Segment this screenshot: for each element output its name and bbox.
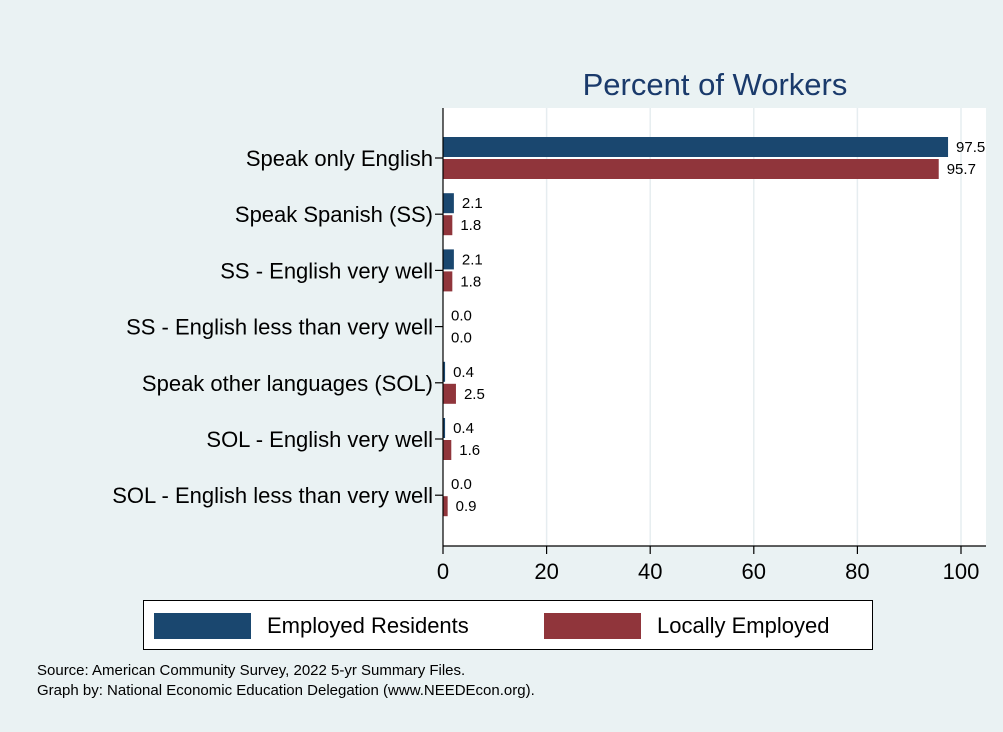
value-label: 0.0 [451, 476, 472, 493]
value-label: 1.6 [459, 442, 480, 459]
category-label: SS - English very well [220, 258, 433, 283]
value-label: 2.5 [464, 386, 485, 403]
bar-locally-employed [443, 159, 939, 179]
category-label: SOL - English less than very well [112, 483, 433, 508]
value-label: 1.8 [460, 273, 481, 290]
chart-title: Percent of Workers [583, 67, 848, 102]
value-label: 2.1 [462, 251, 483, 268]
plot-area [443, 108, 986, 546]
value-label: 0.0 [451, 308, 472, 325]
bar-locally-employed [443, 496, 448, 517]
bar-employed-residents [443, 249, 454, 270]
bar-locally-employed [443, 215, 453, 236]
x-tick-label: 0 [437, 559, 449, 584]
category-label: Speak other languages (SOL) [142, 371, 433, 396]
value-label: 0.4 [453, 364, 474, 381]
source-note: Source: American Community Survey, 2022 … [37, 662, 466, 679]
x-tick-label: 80 [845, 559, 869, 584]
credit-note: Graph by: National Economic Education De… [37, 682, 535, 699]
bar-employed-residents [443, 137, 949, 157]
category-label: SS - English less than very well [126, 315, 433, 340]
legend-label-locally-employed: Locally Employed [657, 613, 830, 638]
legend-label-employed-residents: Employed Residents [267, 613, 469, 638]
value-label: 0.0 [451, 330, 472, 347]
bar-employed-residents [443, 418, 446, 438]
x-tick-label: 60 [742, 559, 766, 584]
category-label: Speak only English [246, 146, 433, 171]
value-label: 2.1 [462, 195, 483, 212]
legend-item-locally-employed: Locally Employed [544, 613, 829, 639]
value-label: 1.8 [460, 217, 481, 234]
legend-swatch-locally-employed [544, 613, 641, 639]
bar-locally-employed [443, 440, 452, 460]
legend-item-employed-residents: Employed Residents [154, 613, 469, 639]
legend: Employed Residents Locally Employed [143, 600, 873, 650]
value-label: 0.4 [453, 420, 474, 437]
category-label: Speak Spanish (SS) [235, 202, 433, 227]
bar-chart: Percent of Workers Speak only English Spe… [112, 67, 986, 584]
value-label: 97.5 [956, 139, 985, 156]
bar-locally-employed [443, 383, 456, 404]
bar-locally-employed [443, 271, 453, 292]
x-tick-label: 20 [534, 559, 558, 584]
x-tick-label: 100 [943, 559, 980, 584]
bar-employed-residents [443, 361, 446, 382]
value-label: 95.7 [947, 161, 976, 178]
x-tick-label: 40 [638, 559, 662, 584]
category-label: SOL - English very well [206, 427, 433, 452]
value-label: 0.9 [456, 498, 477, 515]
legend-swatch-employed-residents [154, 613, 251, 639]
bar-employed-residents [443, 193, 454, 214]
